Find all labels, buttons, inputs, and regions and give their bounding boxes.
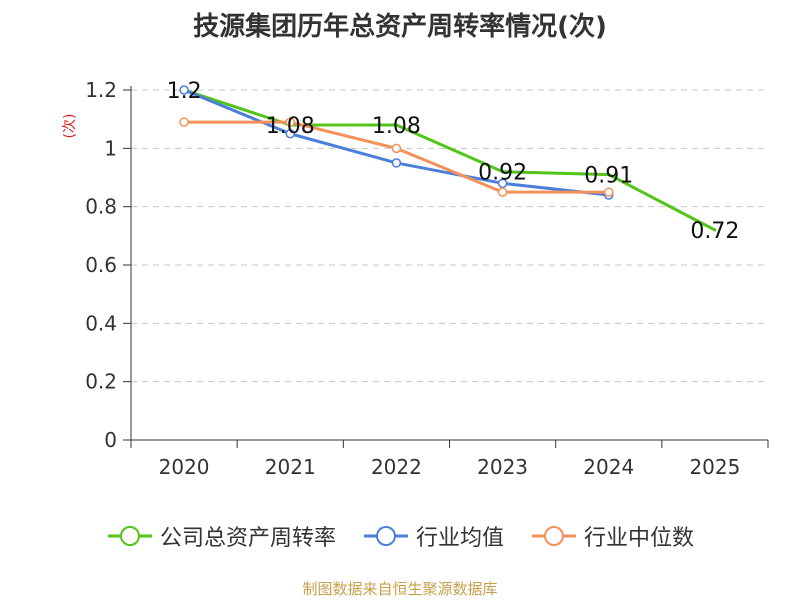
data-point [285,117,295,127]
series-line-0 [183,88,716,232]
legend-marker-icon [106,524,154,548]
y-tick-label: 0.2 [85,370,117,394]
y-tick-label: 0.8 [85,195,117,219]
y-tick-label: 0.6 [85,253,117,277]
data-point [391,143,402,154]
y-tick-label: 0 [104,428,117,452]
legend: 公司总资产周转率 行业均值 行业中位数 [0,518,800,554]
y-tick-label: 1 [104,136,117,160]
data-point [179,117,189,127]
y-tick-label: 1.2 [85,78,117,102]
legend-marker-icon [530,524,578,548]
data-label: 0.92 [478,161,527,186]
data-point [394,123,398,127]
y-tick-label: 0.4 [85,311,117,335]
x-tick-label: 2022 [371,455,422,479]
legend-label: 公司总资产周转率 [159,526,336,551]
data-label: 1.08 [266,114,315,139]
data-point [501,170,505,174]
x-tick-label: 2021 [265,455,316,479]
data-label: 1.08 [372,114,421,139]
data-point [604,187,614,197]
chart-title: 技源集团历年总资产周转率情况(次) [193,12,607,42]
data-point [391,158,402,168]
data-point [179,85,189,95]
legend-label: 行业均值 [415,526,504,551]
series-line-1 [183,88,609,197]
data-label: 0.91 [584,164,633,189]
data-point [285,129,295,139]
y-axis-label: (次) [62,114,78,139]
x-tick-label: 2023 [477,455,528,479]
legend-item: 公司总资产周转率 [106,520,336,552]
data-point [713,228,717,232]
data-label: 1.2 [167,79,202,104]
x-tick-label: 2025 [689,455,740,479]
legend-item: 行业均值 [362,520,504,552]
legend-item: 行业中位数 [530,520,694,552]
legend-label: 行业中位数 [584,526,695,551]
data-label: 0.72 [690,219,739,244]
data-point [497,187,508,197]
x-tick-label: 2024 [583,455,634,479]
data-point [607,173,611,177]
x-tick-label: 2020 [159,455,210,479]
source-note: 制图数据来自恒生聚源数据库 [302,580,498,598]
legend-marker-icon [362,524,410,548]
